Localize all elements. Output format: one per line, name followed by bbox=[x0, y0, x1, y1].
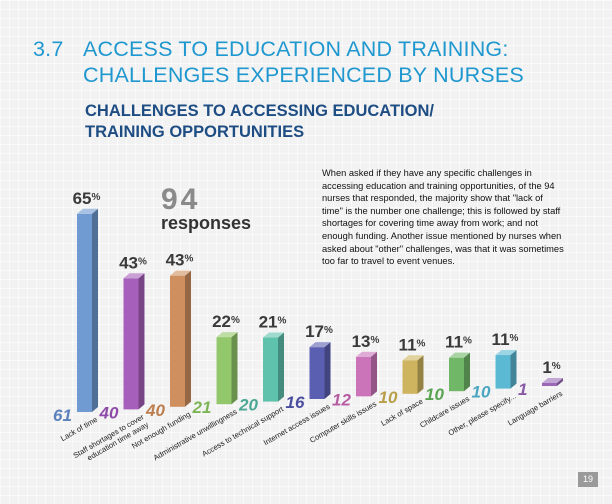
bar-top bbox=[356, 351, 377, 357]
count-label: 10 bbox=[379, 388, 398, 407]
bar-top bbox=[170, 270, 191, 276]
percent-sign: % bbox=[231, 315, 240, 326]
bar-side bbox=[92, 208, 98, 412]
count-label: 10 bbox=[472, 383, 491, 402]
count-label: 40 bbox=[99, 403, 119, 422]
percent-sign: % bbox=[92, 192, 101, 203]
bar-side bbox=[324, 342, 331, 399]
count-label: 61 bbox=[53, 406, 72, 425]
bar-side bbox=[278, 332, 284, 402]
bar-side bbox=[557, 377, 563, 386]
percent-sign: % bbox=[278, 316, 287, 327]
bar bbox=[542, 382, 557, 386]
count-label: 20 bbox=[238, 396, 258, 415]
category-label: Language barriers bbox=[506, 389, 564, 428]
bar bbox=[495, 355, 511, 389]
bar bbox=[356, 356, 371, 397]
value-label: 43% bbox=[119, 253, 147, 272]
percent-sign: % bbox=[138, 256, 147, 267]
value-label: 65% bbox=[73, 189, 101, 208]
bar-side bbox=[231, 332, 238, 405]
count-label: 40 bbox=[145, 401, 165, 420]
value-label: 22% bbox=[212, 312, 240, 331]
value-label: 11% bbox=[399, 335, 426, 354]
responses-label: responses bbox=[161, 213, 252, 233]
bar-side bbox=[185, 270, 191, 407]
bar-top bbox=[216, 332, 238, 338]
value-label: 43% bbox=[166, 251, 194, 270]
percent-sign: % bbox=[371, 335, 380, 346]
bar-top bbox=[77, 208, 98, 214]
bar-side bbox=[138, 273, 145, 410]
bar-top bbox=[495, 350, 517, 356]
title-line-2: CHALLENGES EXPERIENCED BY NURSES bbox=[83, 63, 524, 87]
bar-side bbox=[371, 351, 377, 397]
category-label-line: Language barriers bbox=[506, 389, 564, 428]
page-title: 3.7 ACCESS TO EDUCATION AND TRAINING: CHA… bbox=[33, 36, 524, 88]
subtitle-line-1: CHALLENGES TO ACCESSING EDUCATION/ bbox=[85, 102, 434, 120]
responses-count: 94 bbox=[161, 183, 201, 216]
bar bbox=[402, 360, 418, 394]
bar bbox=[170, 275, 185, 407]
bar-top bbox=[449, 352, 470, 358]
bar-side bbox=[464, 352, 470, 392]
bar-side bbox=[417, 355, 424, 394]
responses-callout: 94 responses bbox=[161, 183, 252, 233]
section-number: 3.7 bbox=[33, 37, 64, 61]
bar-top bbox=[402, 355, 424, 361]
percent-sign: % bbox=[417, 338, 426, 349]
bar-side bbox=[510, 350, 517, 389]
chart-heading: CHALLENGES TO ACCESSING EDUCATION/ TRAIN… bbox=[85, 101, 434, 143]
value-label: 1% bbox=[542, 358, 560, 377]
bar bbox=[77, 213, 92, 412]
bar bbox=[263, 337, 278, 402]
bar-top bbox=[309, 342, 331, 348]
bar bbox=[123, 278, 139, 410]
value-label: 17% bbox=[305, 322, 333, 341]
value-label: 11% bbox=[492, 330, 519, 349]
percent-sign: % bbox=[510, 333, 519, 344]
count-label: 21 bbox=[192, 398, 212, 417]
bar bbox=[449, 357, 464, 392]
description-text: When asked if they have any specific cha… bbox=[322, 168, 564, 267]
subtitle-line-2: TRAINING OPPORTUNITIES bbox=[85, 123, 305, 141]
value-label: 11% bbox=[445, 333, 472, 352]
value-label: 13% bbox=[352, 332, 380, 351]
bar bbox=[216, 337, 232, 405]
bar-top bbox=[542, 377, 563, 383]
percent-sign: % bbox=[185, 254, 194, 265]
title-line-1: ACCESS TO EDUCATION AND TRAINING: bbox=[83, 37, 509, 61]
count-label: 12 bbox=[332, 390, 351, 409]
count-label: 16 bbox=[286, 393, 305, 412]
percent-sign: % bbox=[463, 336, 472, 347]
bar bbox=[309, 347, 325, 399]
bar-top bbox=[263, 332, 284, 338]
value-label: 21% bbox=[259, 313, 287, 332]
page-number: 19 bbox=[578, 472, 598, 487]
bar-top bbox=[123, 273, 145, 279]
count-label: 1 bbox=[518, 380, 527, 399]
percent-sign: % bbox=[324, 325, 333, 336]
count-label: 10 bbox=[425, 385, 444, 404]
percent-sign: % bbox=[552, 361, 561, 372]
